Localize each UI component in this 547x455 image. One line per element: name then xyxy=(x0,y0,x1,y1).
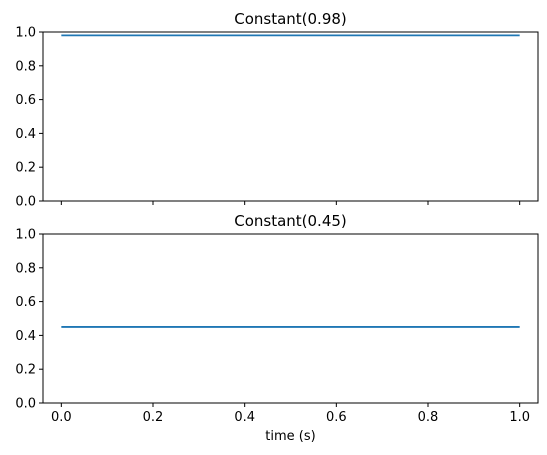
y-tick-label: 0.8 xyxy=(15,59,36,74)
x-tick-label: 0.6 xyxy=(326,410,347,425)
y-tick-label: 0.4 xyxy=(15,127,36,142)
chart-title: Constant(0.98) xyxy=(234,10,347,28)
plot-frame xyxy=(42,233,539,404)
y-tick-label: 1.0 xyxy=(15,26,36,41)
x-axis-label: time (s) xyxy=(265,429,315,444)
top-subplot: Constant(0.98) 0.0 0.2 0.4 0.6 0.8 1.0 xyxy=(15,10,539,210)
bottom-subplot: Constant(0.45) 0.0 0.2 0.4 0.6 0.8 1.0 0.0 0.2 0.… xyxy=(15,212,539,444)
x-tick-label: 0.0 xyxy=(51,410,72,425)
y-tick-label: 0.6 xyxy=(15,295,36,310)
x-tick-label: 0.4 xyxy=(234,410,255,425)
y-tick-label: 0.4 xyxy=(15,329,36,344)
y-tick-label: 1.0 xyxy=(15,228,36,243)
x-tick-label: 0.2 xyxy=(143,410,164,425)
x-tick-label: 1.0 xyxy=(509,410,530,425)
plot-frame xyxy=(42,31,539,202)
chart-title: Constant(0.45) xyxy=(234,212,347,230)
y-tick-label: 0.2 xyxy=(15,161,36,176)
y-tick-label: 0.0 xyxy=(15,195,36,210)
y-tick-label: 0.0 xyxy=(15,397,36,412)
y-tick-label: 0.8 xyxy=(15,261,36,276)
y-tick-label: 0.2 xyxy=(15,363,36,378)
x-tick-label: 0.8 xyxy=(418,410,439,425)
y-tick-label: 0.6 xyxy=(15,93,36,108)
